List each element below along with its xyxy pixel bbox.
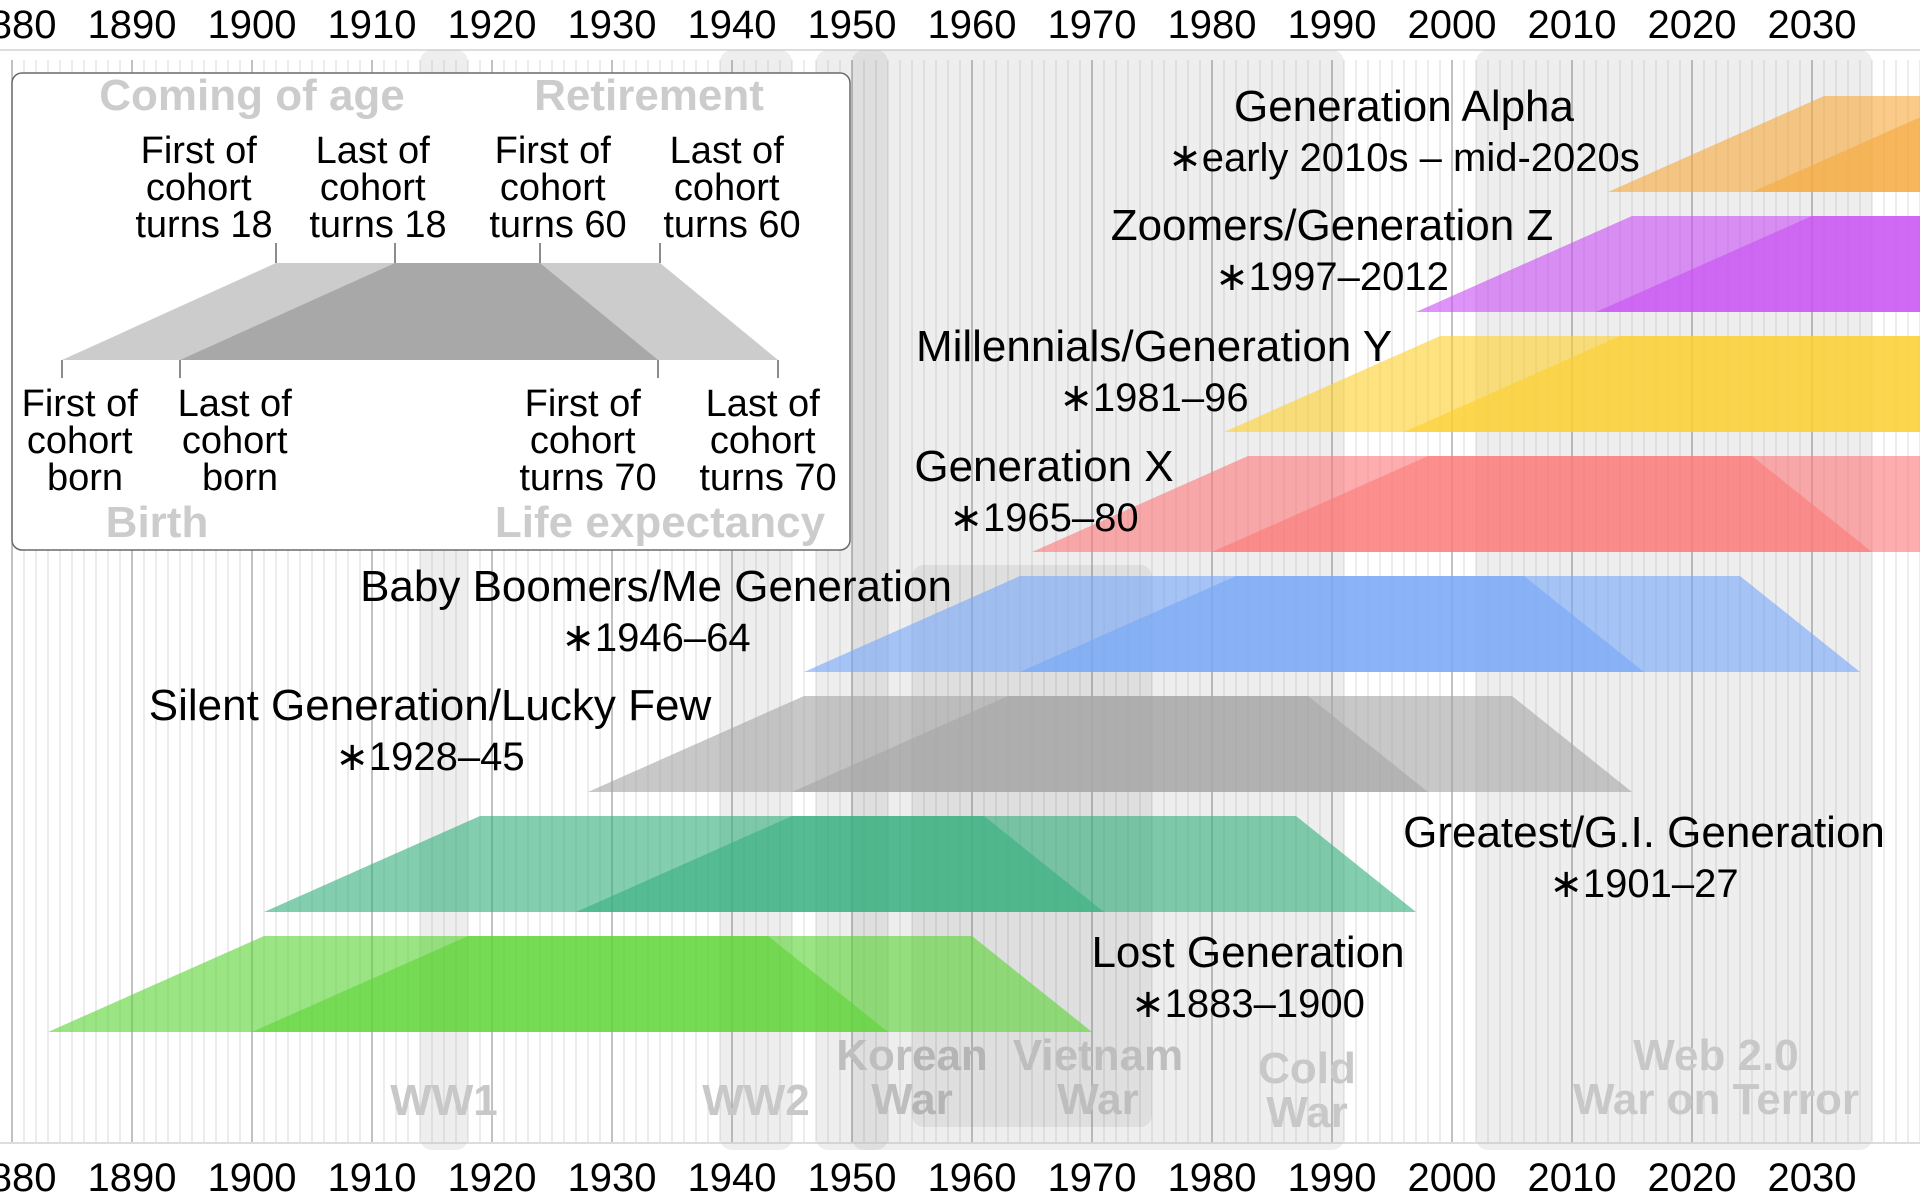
- greatest-g-i-generation-years: ∗1901–27: [1549, 862, 1738, 906]
- top-year-label: 2030: [1768, 3, 1857, 47]
- bottom-year-label: 1890: [88, 1156, 177, 1200]
- top-year-label: 1910: [328, 3, 417, 47]
- baby-boomers-me-generation-name: Baby Boomers/Me Generation: [360, 562, 952, 611]
- baby-boomers-me-generation-years: ∗1946–64: [561, 616, 750, 660]
- greatest-g-i-generation-band-inner: [576, 816, 1104, 912]
- bottom-year-label: 1930: [568, 1156, 657, 1200]
- bottom-year-label: 2000: [1408, 1156, 1497, 1200]
- top-year-label: 1890: [88, 3, 177, 47]
- legend-first-turns-18: First of cohort turns 18: [135, 130, 272, 246]
- bottom-year-label: 2030: [1768, 1156, 1857, 1200]
- top-year-label: 1900: [208, 3, 297, 47]
- legend-last-turns-18: Last of cohort turns 18: [309, 130, 446, 246]
- bottom-year-label: 1880: [0, 1156, 56, 1200]
- bottom-year-label: 2010: [1528, 1156, 1617, 1200]
- legend-retirement: Retirement: [534, 71, 764, 120]
- legend-first-turns-70: First of cohort turns 70: [519, 383, 656, 499]
- year-axes: 1880 1880 1890 1890 1900 1900 1910 1910 1920 1920…: [0, 3, 1920, 1200]
- top-year-label: 1940: [688, 3, 777, 47]
- generation-x-name: Generation X: [914, 442, 1173, 491]
- top-year-label: 1960: [928, 3, 1017, 47]
- web2-war-on-terror-label: Web 2.0 War on Terror: [1573, 1031, 1859, 1124]
- zoomers-generation-z-years: ∗1997–2012: [1215, 255, 1449, 299]
- millennials-generation-y-name: Millennials/Generation Y: [916, 322, 1392, 371]
- legend-first-turns-60: First of cohort turns 60: [489, 130, 626, 246]
- ww1-label: WW1: [390, 1076, 498, 1125]
- silent-generation-lucky-few-years: ∗1928–45: [335, 735, 524, 779]
- top-year-label: 1980: [1168, 3, 1257, 47]
- legend-coming-of-age: Coming of age: [99, 71, 405, 120]
- legend-last-born: Last of cohort born: [178, 383, 303, 499]
- ww2-label: WW2: [702, 1076, 810, 1125]
- legend-last-turns-60: Last of cohort turns 60: [663, 130, 800, 246]
- legend-birth: Birth: [106, 498, 209, 547]
- bottom-year-label: 1980: [1168, 1156, 1257, 1200]
- zoomers-generation-z-band-inner: [1596, 216, 1920, 312]
- generation-alpha-name: Generation Alpha: [1234, 82, 1575, 131]
- silent-generation-lucky-few-name: Silent Generation/Lucky Few: [149, 681, 712, 730]
- legend-key: Coming of age Retirement First of cohort…: [11, 71, 851, 551]
- top-year-label: 1880: [0, 3, 56, 47]
- legend-last-turns-70: Last of cohort turns 70: [699, 383, 836, 499]
- generation-x-years: ∗1965–80: [949, 496, 1138, 540]
- top-year-label: 2000: [1408, 3, 1497, 47]
- bottom-year-label: 1970: [1048, 1156, 1137, 1200]
- top-year-label: 1950: [808, 3, 897, 47]
- lost-generation-years: ∗1883–1900: [1131, 982, 1365, 1026]
- bottom-year-label: 1900: [208, 1156, 297, 1200]
- top-year-label: 2020: [1648, 3, 1737, 47]
- lost-generation-name: Lost Generation: [1091, 928, 1404, 977]
- top-year-label: 1970: [1048, 3, 1137, 47]
- legend-band-inner: [180, 263, 658, 360]
- generation-alpha-band-inner: [1752, 117, 1920, 192]
- legend-life-expectancy: Life expectancy: [495, 498, 826, 547]
- top-year-label: 1990: [1288, 3, 1377, 47]
- millennials-generation-y-band-inner: [1404, 336, 1920, 432]
- bottom-year-label: 1960: [928, 1156, 1017, 1200]
- korean-war-label: KoreanWar: [836, 1031, 988, 1124]
- bottom-year-label: 1910: [328, 1156, 417, 1200]
- bottom-year-label: 1920: [448, 1156, 537, 1200]
- baby-boomers-me-generation-band-inner: [1020, 576, 1644, 672]
- millennials-generation-y-years: ∗1981–96: [1059, 376, 1248, 420]
- generation-labels: Generation Alpha ∗early 2010s – mid-2020s…: [149, 82, 1885, 1026]
- bottom-year-label: 1990: [1288, 1156, 1377, 1200]
- greatest-g-i-generation-name: Greatest/G.I. Generation: [1403, 808, 1885, 857]
- zoomers-generation-z-name: Zoomers/Generation Z: [1111, 201, 1554, 250]
- silent-generation-lucky-few-band-inner: [792, 696, 1428, 792]
- cold-war-label: Cold War: [1258, 1044, 1356, 1137]
- generation-bands: [48, 96, 1920, 1032]
- generation-alpha-years: ∗early 2010s – mid-2020s: [1168, 136, 1640, 180]
- generation-x-band-inner: [1212, 456, 1872, 552]
- top-year-label: 2010: [1528, 3, 1617, 47]
- top-year-label: 1920: [448, 3, 537, 47]
- vietnam-war-label: VietnamWar: [1013, 1031, 1183, 1124]
- bottom-year-label: 1940: [688, 1156, 777, 1200]
- bottom-year-label: 2020: [1648, 1156, 1737, 1200]
- legend-first-born: First of cohort born: [22, 383, 149, 499]
- legend-ticks: [61, 243, 779, 378]
- lost-generation-band-inner: [252, 936, 888, 1032]
- bottom-year-label: 1950: [808, 1156, 897, 1200]
- top-year-label: 1930: [568, 3, 657, 47]
